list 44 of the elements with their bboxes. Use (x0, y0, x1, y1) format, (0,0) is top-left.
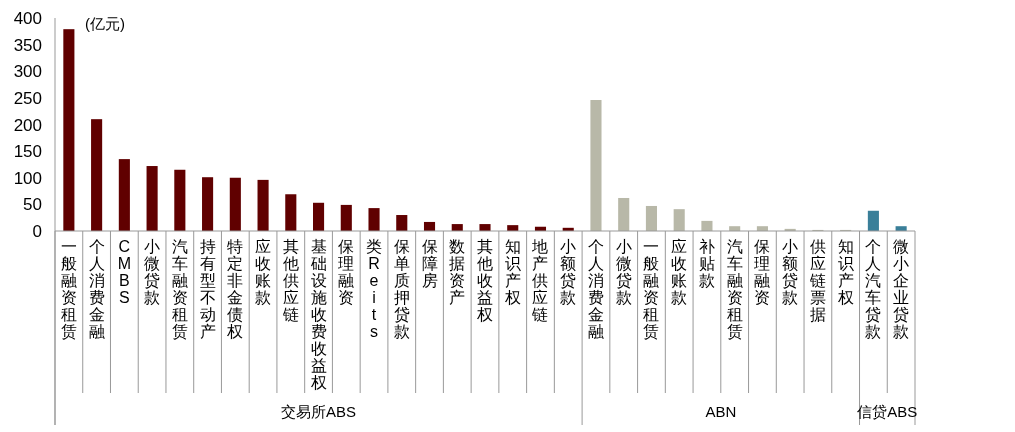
x-tick-label: 特定非金债权 (226, 238, 244, 340)
x-tick-label: 小额贷款 (782, 238, 799, 306)
y-tick-label: 350 (13, 35, 42, 55)
x-tick-label: 其他供应链 (281, 238, 299, 323)
category-label: 基础设施收费收益权 (310, 238, 327, 391)
y-tick-label: 150 (13, 142, 42, 162)
x-tick-label: 其他收益权 (476, 238, 493, 323)
x-tick-label: 个人汽车贷款 (865, 238, 882, 340)
y-tick-label: 250 (13, 88, 42, 108)
x-tick-label: 类Reits (366, 238, 383, 340)
x-tick-label: 小额贷款 (560, 238, 577, 306)
y-tick-label: 100 (13, 168, 42, 188)
x-tick-label: 补贴款 (698, 238, 715, 289)
x-tick-label: 保障房 (421, 238, 438, 289)
x-tick-label: 应收账款 (671, 238, 688, 306)
x-tick-label: 汽车融资租赁 (726, 238, 743, 340)
x-tick-label: 汽车融资租赁 (171, 238, 188, 340)
x-tick-label: 地产供应链 (531, 238, 549, 323)
y-tick-label: 400 (13, 9, 42, 28)
x-tick-label: 知识产权 (836, 238, 854, 306)
text: 信贷ABS (857, 403, 918, 420)
x-tick-label: 保理融资 (338, 238, 355, 306)
y-axis-title: (亿元) (85, 15, 125, 32)
y-tick-label: 200 (13, 115, 42, 135)
x-tick-label: 保单质押贷款 (393, 238, 410, 340)
text: 交易所ABS (281, 403, 357, 420)
x-tick-label: 保理融资 (754, 238, 771, 306)
x-tick-label: 应收账款 (255, 238, 272, 306)
x-tick-label: 小微贷款 (615, 238, 632, 306)
text: ABN (705, 403, 737, 420)
x-tick-label: 小微贷款 (144, 238, 161, 306)
x-tick-label: CMBS (117, 238, 132, 306)
x-tick-label: 知识产权 (503, 238, 521, 306)
y-tick-label: 50 (23, 195, 42, 215)
x-tick-label: 数据资产 (449, 238, 466, 306)
y-tick-label: 0 (32, 222, 42, 241)
y-tick-label: 300 (13, 62, 42, 82)
x-tick-label: 个人消费金融 (587, 238, 604, 340)
x-tick-label: 一般融资租赁 (643, 238, 660, 340)
x-tick-label: 微小企业贷款 (893, 238, 910, 340)
x-tick-label: 个人消费金融 (88, 238, 105, 340)
x-tick-label: 持有型不动产 (199, 238, 216, 340)
x-tick-label: 一般融资租赁 (60, 238, 77, 340)
x-tick-label: 供应链票据 (808, 238, 826, 323)
